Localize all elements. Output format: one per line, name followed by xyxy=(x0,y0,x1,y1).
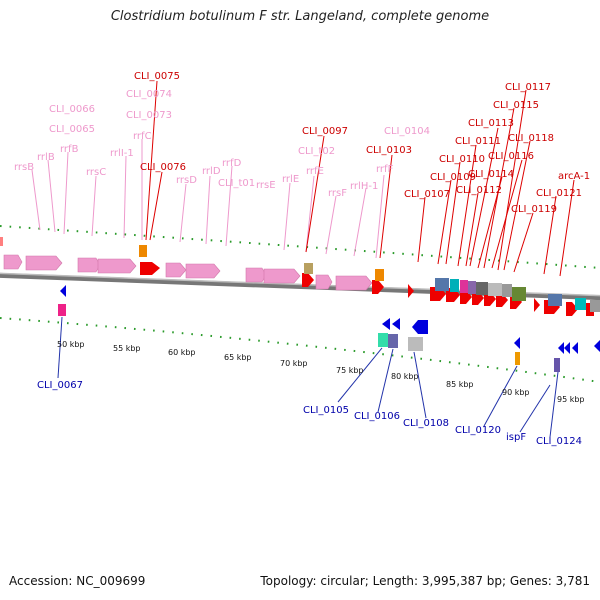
feature-label: CLI_0107 xyxy=(404,189,450,200)
red-leader-lines xyxy=(145,80,575,277)
feature-label: CLI_0097 xyxy=(302,126,348,137)
feature-label: CLI_0104 xyxy=(384,126,430,137)
feature-label: CLI_0073 xyxy=(126,110,172,121)
scale-tick-label: 65 kbp xyxy=(224,353,252,362)
feature-label: CLI_0110 xyxy=(439,154,485,165)
feature-label: rrfC xyxy=(133,131,152,142)
scale-tick-label: 60 kbp xyxy=(168,348,196,357)
blue-leader-lines xyxy=(57,316,559,438)
feature-label: CLI_0103 xyxy=(366,145,412,156)
feature-label: CLI_0066 xyxy=(49,104,95,115)
scale-tick-label: 80 kbp xyxy=(391,372,419,381)
feature-label: rrsB xyxy=(14,162,34,173)
feature-label: CLI_0075 xyxy=(134,71,180,82)
feature-label: CLI_0119 xyxy=(511,204,557,215)
feature-label: rrlD xyxy=(202,166,221,177)
feature-label: rrfB xyxy=(60,144,79,155)
scale-tick-label: 70 kbp xyxy=(280,359,308,368)
feature-label: CLI_0112 xyxy=(456,185,502,196)
blue-label-group: CLI_0067 CLI_0105 CLI_0106 CLI_0108 CLI_… xyxy=(37,380,582,447)
reverse-strand-features xyxy=(58,285,600,372)
scale-tick-label: 95 kbp xyxy=(557,395,585,404)
feature-label: CLI_0108 xyxy=(403,418,449,429)
feature-label: CLI_0076 xyxy=(140,162,186,173)
feature-label: CLI_0116 xyxy=(488,151,534,162)
feature-label: CLI_0105 xyxy=(303,405,349,416)
feature-label: rrsD xyxy=(176,175,197,186)
map-title: Clostridium botulinum F str. Langeland, … xyxy=(110,9,490,24)
pink-label-group: rrsB rrlB rrfB rrsC rrlI-1 rrfC CLI_0066… xyxy=(14,89,430,199)
feature-label: CLI_0117 xyxy=(505,82,551,93)
outer-tick-track xyxy=(0,225,600,383)
feature-label: arcA-1 xyxy=(558,171,590,182)
feature-label: rrsF xyxy=(328,188,347,199)
scale-tick-label: 75 kbp xyxy=(336,366,364,375)
feature-label: CLI_0120 xyxy=(455,425,501,436)
forward-colored-blocks xyxy=(0,237,600,312)
feature-label: CLI_0124 xyxy=(536,436,582,447)
feature-label: CLI_0114 xyxy=(468,169,514,180)
red-label-group: CLI_0075 CLI_0076 CLI_0097 CLI_0103 CLI_… xyxy=(134,71,590,215)
feature-label: rrlB xyxy=(37,152,55,163)
feature-label: CLI_0109 xyxy=(430,172,476,183)
feature-label: CLI_0115 xyxy=(493,100,539,111)
feature-label: rrlH-1 xyxy=(350,181,378,192)
accession-text: Accession: NC_009699 xyxy=(9,574,146,588)
feature-label: CLI_0065 xyxy=(49,124,95,135)
feature-label: ispF xyxy=(506,432,526,443)
feature-label: CLI_0074 xyxy=(126,89,172,100)
feature-label: CLI_0118 xyxy=(508,133,554,144)
feature-label: CLI_t02 xyxy=(298,146,335,157)
feature-label: CLI_0106 xyxy=(354,411,400,422)
scale-tick-label: 50 kbp xyxy=(57,340,85,349)
feature-label: rrsE xyxy=(256,180,276,191)
scale-tick-label: 90 kbp xyxy=(502,388,530,397)
feature-label: rrlE xyxy=(282,174,299,185)
feature-label: CLI_0067 xyxy=(37,380,83,391)
feature-label: rrfE xyxy=(306,166,324,177)
scale-tick-labels: 50 kbp 55 kbp 60 kbp 65 kbp 70 kbp 75 kb… xyxy=(57,340,585,404)
feature-label: CLI_0121 xyxy=(536,188,582,199)
feature-label: CLI_0111 xyxy=(455,136,501,147)
feature-label: CLI_t01 xyxy=(218,178,255,189)
scale-tick-label: 85 kbp xyxy=(446,380,474,389)
feature-label: rrfF xyxy=(376,164,394,175)
pink-leader-lines xyxy=(31,139,385,259)
feature-label: CLI_0113 xyxy=(468,118,514,129)
scale-tick-label: 55 kbp xyxy=(113,344,141,353)
feature-label: rrfD xyxy=(222,158,242,169)
feature-label: rrlI-1 xyxy=(110,148,134,159)
feature-label: rrsC xyxy=(86,167,106,178)
topology-text: Topology: circular; Length: 3,995,387 bp… xyxy=(260,574,590,588)
